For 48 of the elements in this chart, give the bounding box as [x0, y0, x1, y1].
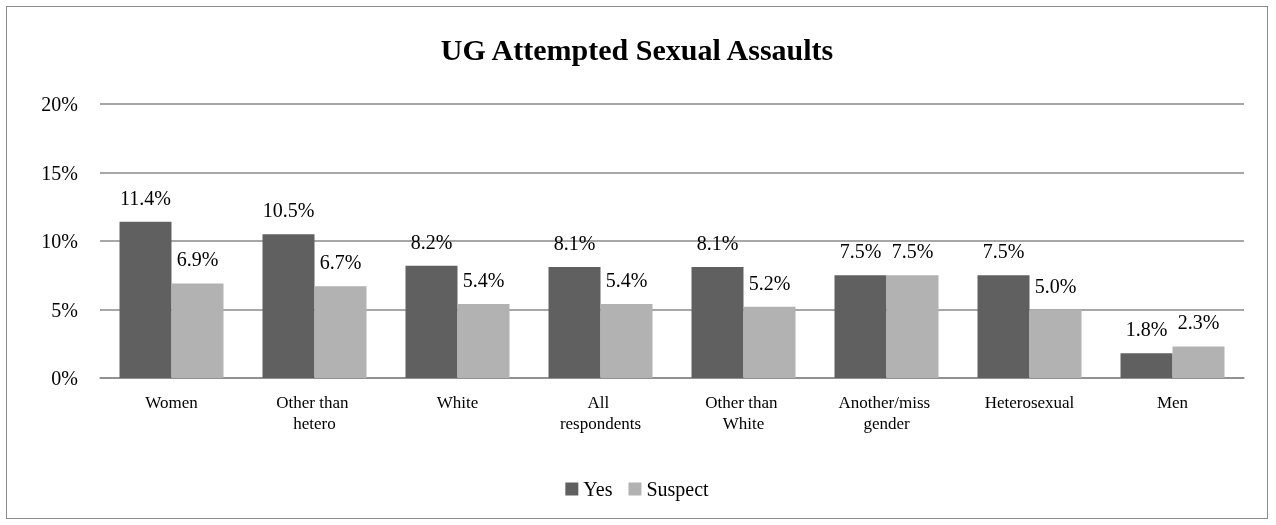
- data-label: 8.2%: [410, 230, 453, 253]
- bar: [886, 275, 939, 378]
- data-label: 6.9%: [176, 248, 219, 271]
- data-label: 5.0%: [1034, 274, 1077, 297]
- data-label: 7.5%: [982, 240, 1025, 263]
- x-tick-label: Men: [1156, 393, 1189, 412]
- data-label: 6.7%: [319, 251, 362, 274]
- bar: [1120, 353, 1173, 378]
- y-tick-label: 15%: [41, 161, 78, 184]
- bar: [405, 265, 458, 378]
- data-label: 11.4%: [120, 186, 171, 209]
- data-label: 8.1%: [696, 232, 739, 255]
- data-label: 8.1%: [553, 232, 596, 255]
- x-tick-label: White: [436, 393, 479, 412]
- x-tick-label: Women: [145, 393, 199, 412]
- bar: [119, 221, 172, 378]
- bar: [743, 306, 796, 378]
- bar: [691, 267, 744, 378]
- legend-label: Suspect: [646, 478, 710, 501]
- bar: [262, 234, 315, 378]
- y-tick-label: 20%: [41, 93, 78, 115]
- chart-title: UG Attempted Sexual Assaults: [440, 32, 834, 66]
- legend-label: Yes: [583, 478, 613, 500]
- data-label: 10.5%: [262, 199, 315, 222]
- x-tick-label: Another/miss gender: [838, 393, 935, 433]
- x-tick-label: All respondents: [559, 393, 642, 433]
- data-label: 5.2%: [748, 271, 791, 294]
- x-tick-label: Other than White: [705, 393, 782, 433]
- bar: [1172, 346, 1225, 378]
- data-label: 7.5%: [891, 240, 934, 263]
- y-tick-label: 5%: [51, 298, 78, 321]
- data-label: 5.4%: [462, 269, 505, 292]
- bar: [548, 267, 601, 378]
- data-label: 1.8%: [1125, 318, 1168, 341]
- bar: [600, 304, 653, 378]
- bar: [834, 275, 887, 378]
- y-tick-label: 10%: [41, 230, 78, 252]
- y-tick-label: 0%: [51, 367, 78, 389]
- x-tick-label: Other than hetero: [276, 393, 353, 433]
- data-label: 2.3%: [1177, 311, 1220, 334]
- data-label: 5.4%: [605, 269, 648, 292]
- bar: [1029, 309, 1082, 378]
- bar: [457, 304, 510, 378]
- bar: [171, 283, 224, 378]
- x-tick-label: Heterosexual: [984, 393, 1075, 412]
- data-label: 7.5%: [839, 240, 882, 263]
- bar: [977, 275, 1030, 378]
- bar: [314, 286, 367, 378]
